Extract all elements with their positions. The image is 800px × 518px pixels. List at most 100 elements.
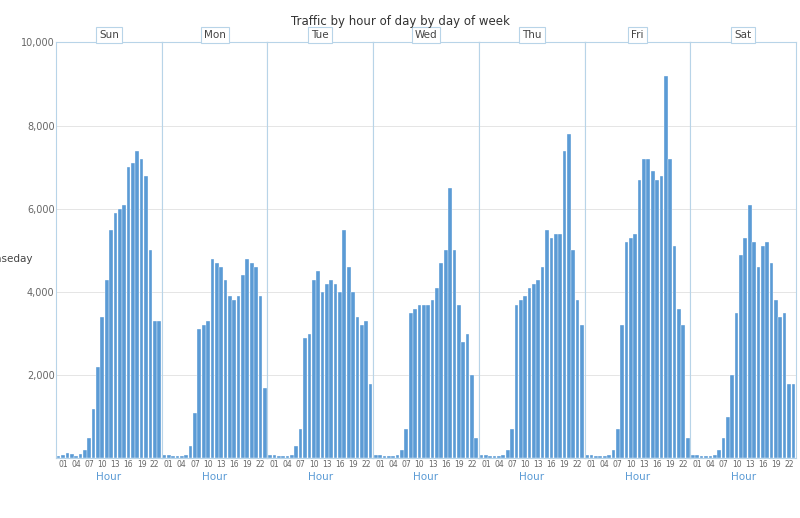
Bar [162,455,166,458]
Bar [74,456,78,458]
Bar [470,375,474,458]
Bar [673,246,677,458]
Bar [426,305,430,458]
Bar [664,76,668,458]
Title: Fri: Fri [631,31,644,40]
Bar [435,288,438,458]
X-axis label: Hour: Hour [96,471,122,482]
Bar [709,456,712,458]
Bar [616,429,620,458]
Bar [140,159,143,458]
Bar [620,325,624,458]
Bar [448,188,452,458]
Bar [246,259,249,458]
Bar [286,456,290,458]
Bar [303,338,307,458]
Bar [642,159,646,458]
Bar [57,456,61,458]
Title: Wed: Wed [414,31,438,40]
Bar [713,455,717,458]
Bar [180,456,184,458]
X-axis label: Hour: Hour [625,471,650,482]
Bar [83,450,86,458]
Bar [514,305,518,458]
Bar [519,300,522,458]
Bar [704,456,708,458]
Bar [378,455,382,458]
Bar [268,455,272,458]
Bar [730,375,734,458]
Title: Sun: Sun [99,31,118,40]
Bar [325,284,329,458]
Bar [321,292,324,458]
X-axis label: Hour: Hour [519,471,544,482]
Bar [493,456,497,458]
Bar [488,456,492,458]
Bar [655,180,659,458]
Bar [101,317,104,458]
Bar [198,329,201,458]
Bar [598,456,602,458]
Bar [554,234,558,458]
Bar [453,250,456,458]
Bar [414,309,417,458]
Bar [232,300,236,458]
Bar [61,455,65,458]
Bar [342,229,346,458]
Bar [193,413,197,458]
Bar [748,205,751,458]
Bar [273,455,276,458]
Bar [734,313,738,458]
Bar [228,296,232,458]
Title: Sat: Sat [734,31,752,40]
Bar [634,234,637,458]
Bar [722,438,726,458]
Bar [189,446,193,458]
Bar [118,209,122,458]
Bar [430,300,434,458]
Bar [682,325,685,458]
Bar [757,267,760,458]
Bar [400,450,404,458]
Bar [290,455,294,458]
Bar [686,438,690,458]
Bar [92,409,95,458]
Bar [770,263,774,458]
Bar [752,242,756,458]
Bar [466,334,470,458]
Bar [659,176,663,458]
X-axis label: Hour: Hour [202,471,227,482]
Bar [105,280,109,458]
Bar [629,238,633,458]
Bar [369,383,372,458]
Bar [761,246,765,458]
Bar [364,321,368,458]
Bar [126,167,130,458]
Bar [586,455,589,458]
Bar [439,263,443,458]
Bar [241,276,245,458]
Bar [541,267,545,458]
Bar [316,271,320,458]
X-axis label: Hour: Hour [730,471,756,482]
Bar [149,250,152,458]
Bar [167,455,170,458]
Bar [677,309,681,458]
Bar [537,280,540,458]
Bar [202,325,206,458]
Bar [782,313,786,458]
Bar [307,334,311,458]
Bar [158,321,161,458]
Bar [334,284,338,458]
Bar [774,300,778,458]
Bar [695,455,699,458]
Bar [523,296,527,458]
Bar [580,325,584,458]
Bar [175,456,179,458]
Bar [114,213,118,458]
Bar [480,455,483,458]
Bar [506,450,510,458]
Bar [312,280,315,458]
Bar [510,429,514,458]
Bar [422,305,426,458]
